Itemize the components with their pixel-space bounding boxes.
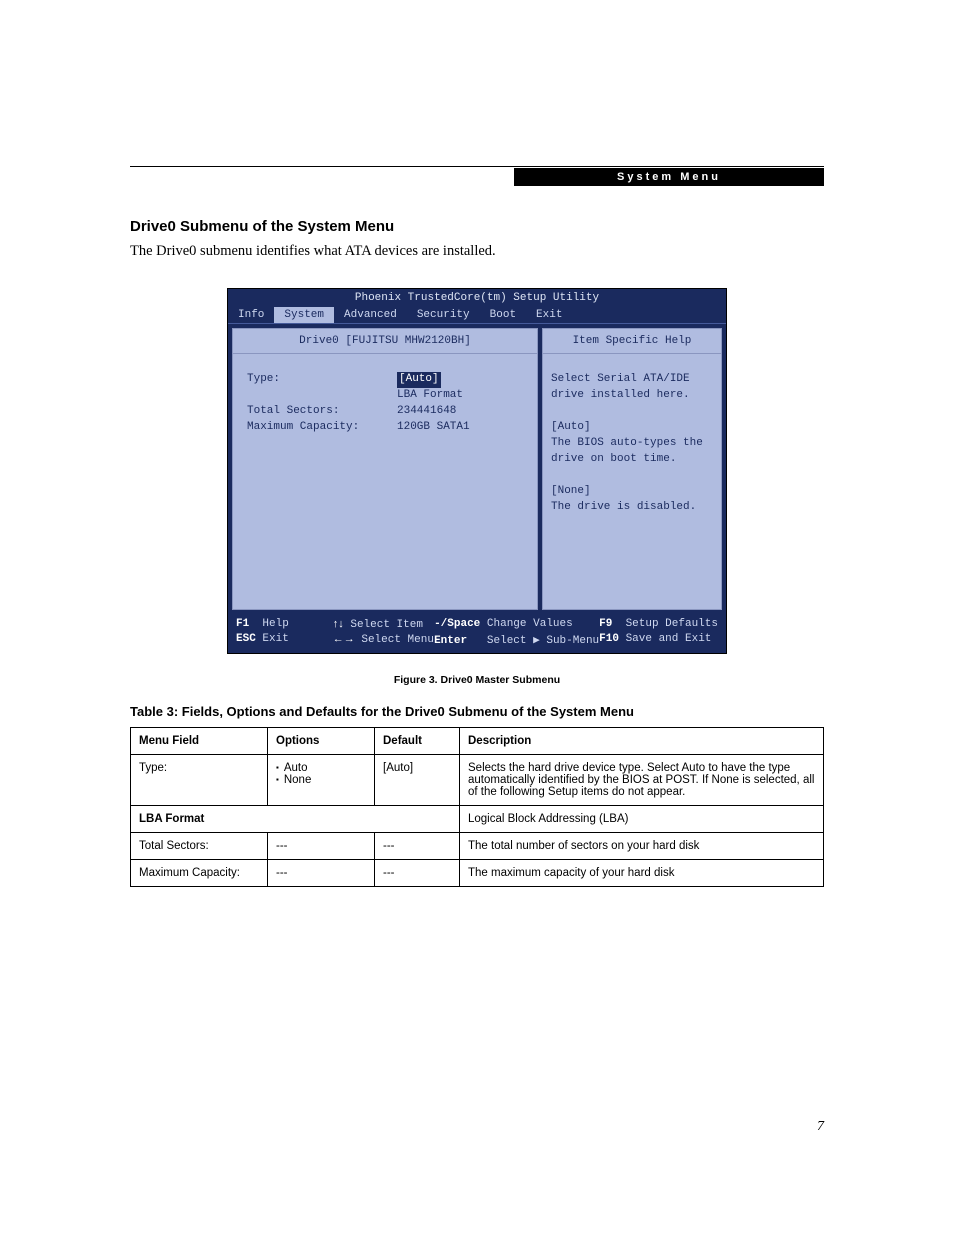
help-line <box>551 468 713 484</box>
field-lba-format: LBA Format <box>397 388 463 404</box>
td-field: Maximum Capacity: <box>131 860 268 887</box>
table-row: Type: Auto None [Auto] Selects the hard … <box>131 755 824 806</box>
table-caption: Table 3: Fields, Options and Defaults fo… <box>130 704 824 719</box>
header-rule <box>130 166 824 167</box>
td-default: --- <box>375 860 460 887</box>
bios-footer-bar: F1 Help ↑↓ Select Item -/Space Change Va… <box>228 614 726 653</box>
tab-boot[interactable]: Boot <box>480 307 526 323</box>
bios-utility-title: Phoenix TrustedCore(tm) Setup Utility <box>228 289 726 307</box>
field-label-capacity: Maximum Capacity: <box>247 420 397 436</box>
help-line: [Auto] <box>551 420 713 436</box>
tab-system[interactable]: System <box>274 307 334 323</box>
help-line: The drive is disabled. <box>551 500 713 516</box>
key-updown-label: Select Item <box>350 619 423 631</box>
key-updown: ↑↓ <box>333 618 344 630</box>
help-line: The BIOS auto-types the <box>551 436 713 452</box>
key-space-label: Change Values <box>487 618 573 630</box>
fields-table: Menu Field Options Default Description T… <box>130 727 824 887</box>
help-line: drive installed here. <box>551 388 713 404</box>
td-options: --- <box>268 860 375 887</box>
table-row: Total Sectors: --- --- The total number … <box>131 833 824 860</box>
intro-paragraph: The Drive0 submenu identifies what ATA d… <box>130 243 824 260</box>
help-line: drive on boot time. <box>551 452 713 468</box>
td-options: Auto None <box>268 755 375 806</box>
key-leftright: ←→ <box>333 633 355 645</box>
figure-caption: Figure 3. Drive0 Master Submenu <box>130 674 824 686</box>
th-options: Options <box>268 728 375 755</box>
key-esc: ESC <box>236 633 256 645</box>
help-line: [None] <box>551 484 713 500</box>
bios-help-panel: Item Specific Help Select Serial ATA/IDE… <box>542 328 722 610</box>
key-leftright-label: Select Menu <box>361 634 434 646</box>
field-value-type[interactable]: [Auto] <box>397 372 441 388</box>
field-value-sectors: 234441648 <box>397 404 456 420</box>
help-line <box>551 404 713 420</box>
th-menu-field: Menu Field <box>131 728 268 755</box>
key-esc-label: Exit <box>262 633 288 645</box>
tab-info[interactable]: Info <box>228 307 274 323</box>
field-label-sectors: Total Sectors: <box>247 404 397 420</box>
tab-exit[interactable]: Exit <box>526 307 572 323</box>
table-header-row: Menu Field Options Default Description <box>131 728 824 755</box>
key-f9: F9 <box>599 618 612 630</box>
key-enter-label: Select ▶ Sub-Menu <box>487 635 599 647</box>
bios-screenshot: Phoenix TrustedCore(tm) Setup Utility In… <box>227 288 727 654</box>
bios-main-panel: Drive0 [FUJITSU MHW2120BH] Type: [Auto] … <box>232 328 538 610</box>
key-f1: F1 <box>236 618 249 630</box>
td-options: --- <box>268 833 375 860</box>
td-description: The maximum capacity of your hard disk <box>460 860 824 887</box>
th-default: Default <box>375 728 460 755</box>
page-title: Drive0 Submenu of the System Menu <box>130 218 824 235</box>
td-description: Selects the hard drive device type. Sele… <box>460 755 824 806</box>
key-f10: F10 <box>599 633 619 645</box>
key-space: -/Space <box>434 618 480 630</box>
key-f9-label: Setup Defaults <box>626 618 718 630</box>
key-enter: Enter <box>434 635 467 647</box>
td-description: Logical Block Addressing (LBA) <box>460 806 824 833</box>
option-item: None <box>276 774 366 786</box>
tab-advanced[interactable]: Advanced <box>334 307 407 323</box>
bios-panel-title: Drive0 [FUJITSU MHW2120BH] <box>233 329 537 354</box>
page-number: 7 <box>817 1119 824 1135</box>
key-f1-label: Help <box>262 618 288 630</box>
section-header-bar: System Menu <box>514 168 824 186</box>
td-default: --- <box>375 833 460 860</box>
tab-security[interactable]: Security <box>407 307 480 323</box>
bios-help-title: Item Specific Help <box>543 329 721 354</box>
key-f10-label: Save and Exit <box>626 633 712 645</box>
option-item: Auto <box>276 762 366 774</box>
bios-tab-bar: Info System Advanced Security Boot Exit <box>228 307 726 324</box>
bios-help-text: Select Serial ATA/IDE drive installed he… <box>543 354 721 533</box>
td-description: The total number of sectors on your hard… <box>460 833 824 860</box>
th-description: Description <box>460 728 824 755</box>
table-row: LBA Format Logical Block Addressing (LBA… <box>131 806 824 833</box>
table-row: Maximum Capacity: --- --- The maximum ca… <box>131 860 824 887</box>
td-field: Type: <box>131 755 268 806</box>
td-default: [Auto] <box>375 755 460 806</box>
help-line: Select Serial ATA/IDE <box>551 372 713 388</box>
td-field: Total Sectors: <box>131 833 268 860</box>
field-value-capacity: 120GB SATA1 <box>397 420 470 436</box>
td-field: LBA Format <box>131 806 460 833</box>
field-label-type: Type: <box>247 372 397 388</box>
spacer <box>247 388 397 404</box>
